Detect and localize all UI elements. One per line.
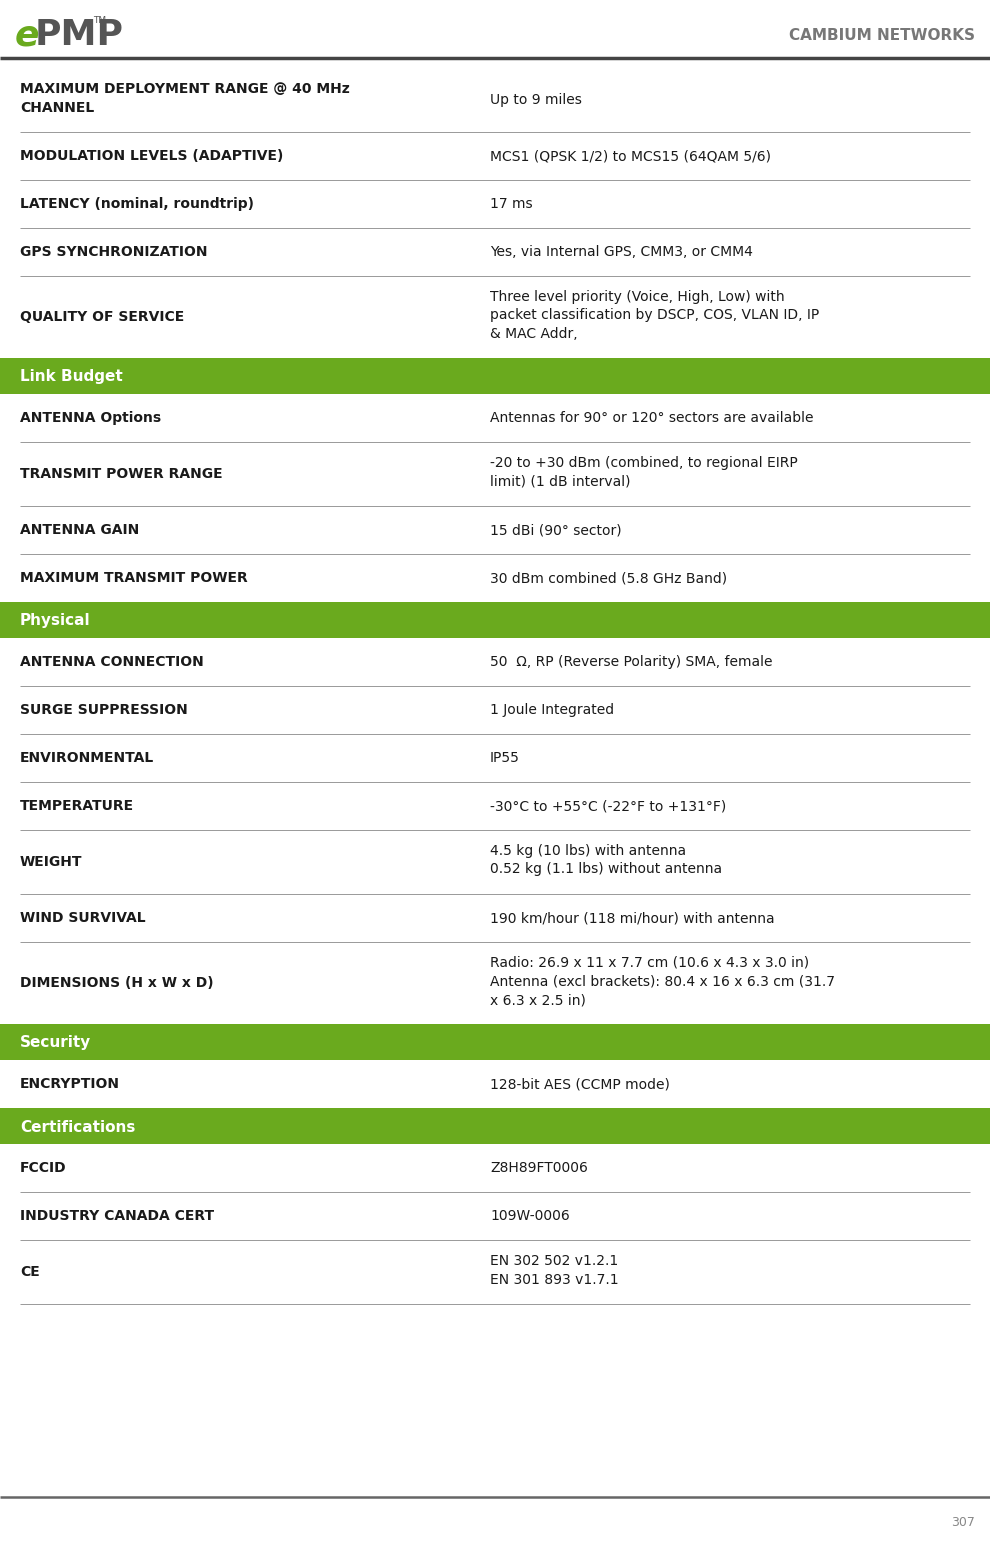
Text: ENCRYPTION: ENCRYPTION — [20, 1076, 120, 1092]
Text: ANTENNA GAIN: ANTENNA GAIN — [20, 523, 140, 537]
Text: Physical: Physical — [20, 614, 91, 629]
Text: 307: 307 — [951, 1516, 975, 1528]
Text: CHANNEL: CHANNEL — [20, 100, 94, 114]
Text: x 6.3 x 2.5 in): x 6.3 x 2.5 in) — [490, 993, 586, 1007]
Text: ANTENNA CONNECTION: ANTENNA CONNECTION — [20, 655, 204, 669]
Text: 1 Joule Integrated: 1 Joule Integrated — [490, 703, 614, 717]
Text: Link Budget: Link Budget — [20, 370, 123, 384]
Text: CE: CE — [20, 1264, 40, 1278]
Text: 128-bit AES (CCMP mode): 128-bit AES (CCMP mode) — [490, 1076, 670, 1092]
Text: Radio: 26.9 x 11 x 7.7 cm (10.6 x 4.3 x 3.0 in): Radio: 26.9 x 11 x 7.7 cm (10.6 x 4.3 x … — [490, 956, 809, 970]
Text: limit) (1 dB interval): limit) (1 dB interval) — [490, 475, 631, 489]
Text: 109W-0006: 109W-0006 — [490, 1209, 570, 1223]
Text: Up to 9 miles: Up to 9 miles — [490, 93, 582, 106]
Text: TM: TM — [93, 15, 106, 25]
Text: MAXIMUM DEPLOYMENT RANGE @ 40 MHz: MAXIMUM DEPLOYMENT RANGE @ 40 MHz — [20, 82, 349, 96]
Text: Antennas for 90° or 120° sectors are available: Antennas for 90° or 120° sectors are ava… — [490, 412, 814, 426]
Bar — [0, 1024, 990, 1059]
Text: -30°C to +55°C (-22°F to +131°F): -30°C to +55°C (-22°F to +131°F) — [490, 799, 727, 813]
Text: WEIGHT: WEIGHT — [20, 854, 82, 870]
Text: 30 dBm combined (5.8 GHz Band): 30 dBm combined (5.8 GHz Band) — [490, 571, 727, 584]
Text: MAXIMUM TRANSMIT POWER: MAXIMUM TRANSMIT POWER — [20, 571, 248, 584]
Text: Certifications: Certifications — [20, 1119, 136, 1135]
Text: FCCID: FCCID — [20, 1161, 66, 1175]
Text: DIMENSIONS (H x W x D): DIMENSIONS (H x W x D) — [20, 976, 214, 990]
Text: QUALITY OF SERVICE: QUALITY OF SERVICE — [20, 310, 184, 324]
Text: Security: Security — [20, 1036, 91, 1050]
Bar — [0, 358, 990, 395]
Text: IP55: IP55 — [490, 751, 520, 765]
Text: Antenna (excl brackets): 80.4 x 16 x 6.3 cm (31.7: Antenna (excl brackets): 80.4 x 16 x 6.3… — [490, 975, 835, 988]
Text: TRANSMIT POWER RANGE: TRANSMIT POWER RANGE — [20, 467, 223, 481]
Text: e: e — [15, 19, 40, 52]
Bar — [0, 601, 990, 638]
Text: 0.52 kg (1.1 lbs) without antenna: 0.52 kg (1.1 lbs) without antenna — [490, 862, 722, 876]
Text: Yes, via Internal GPS, CMM3, or CMM4: Yes, via Internal GPS, CMM3, or CMM4 — [490, 245, 752, 259]
Text: TEMPERATURE: TEMPERATURE — [20, 799, 134, 813]
Text: 190 km/hour (118 mi/hour) with antenna: 190 km/hour (118 mi/hour) with antenna — [490, 911, 774, 925]
Text: 4.5 kg (10 lbs) with antenna: 4.5 kg (10 lbs) with antenna — [490, 843, 686, 857]
Text: INDUSTRY CANADA CERT: INDUSTRY CANADA CERT — [20, 1209, 214, 1223]
Text: ENVIRONMENTAL: ENVIRONMENTAL — [20, 751, 154, 765]
Text: Three level priority (Voice, High, Low) with: Three level priority (Voice, High, Low) … — [490, 290, 785, 304]
Text: Z8H89FT0006: Z8H89FT0006 — [490, 1161, 588, 1175]
Text: CAMBIUM NETWORKS: CAMBIUM NETWORKS — [789, 28, 975, 43]
Bar — [0, 1109, 990, 1144]
Text: & MAC Addr,: & MAC Addr, — [490, 327, 577, 341]
Text: PMP: PMP — [35, 19, 124, 52]
Text: 15 dBi (90° sector): 15 dBi (90° sector) — [490, 523, 622, 537]
Text: EN 301 893 v1.7.1: EN 301 893 v1.7.1 — [490, 1272, 619, 1286]
Text: packet classification by DSCP, COS, VLAN ID, IP: packet classification by DSCP, COS, VLAN… — [490, 308, 820, 322]
Text: -20 to +30 dBm (combined, to regional EIRP: -20 to +30 dBm (combined, to regional EI… — [490, 456, 798, 470]
Text: WIND SURVIVAL: WIND SURVIVAL — [20, 911, 146, 925]
Text: 50  Ω, RP (Reverse Polarity) SMA, female: 50 Ω, RP (Reverse Polarity) SMA, female — [490, 655, 772, 669]
Text: GPS SYNCHRONIZATION: GPS SYNCHRONIZATION — [20, 245, 208, 259]
Text: MODULATION LEVELS (ADAPTIVE): MODULATION LEVELS (ADAPTIVE) — [20, 150, 283, 163]
Text: MCS1 (QPSK 1/2) to MCS15 (64QAM 5/6): MCS1 (QPSK 1/2) to MCS15 (64QAM 5/6) — [490, 150, 771, 163]
Text: SURGE SUPPRESSION: SURGE SUPPRESSION — [20, 703, 188, 717]
Text: LATENCY (nominal, roundtrip): LATENCY (nominal, roundtrip) — [20, 197, 254, 211]
Text: EN 302 502 v1.2.1: EN 302 502 v1.2.1 — [490, 1254, 618, 1268]
Text: 17 ms: 17 ms — [490, 197, 533, 211]
Text: ANTENNA Options: ANTENNA Options — [20, 412, 161, 426]
